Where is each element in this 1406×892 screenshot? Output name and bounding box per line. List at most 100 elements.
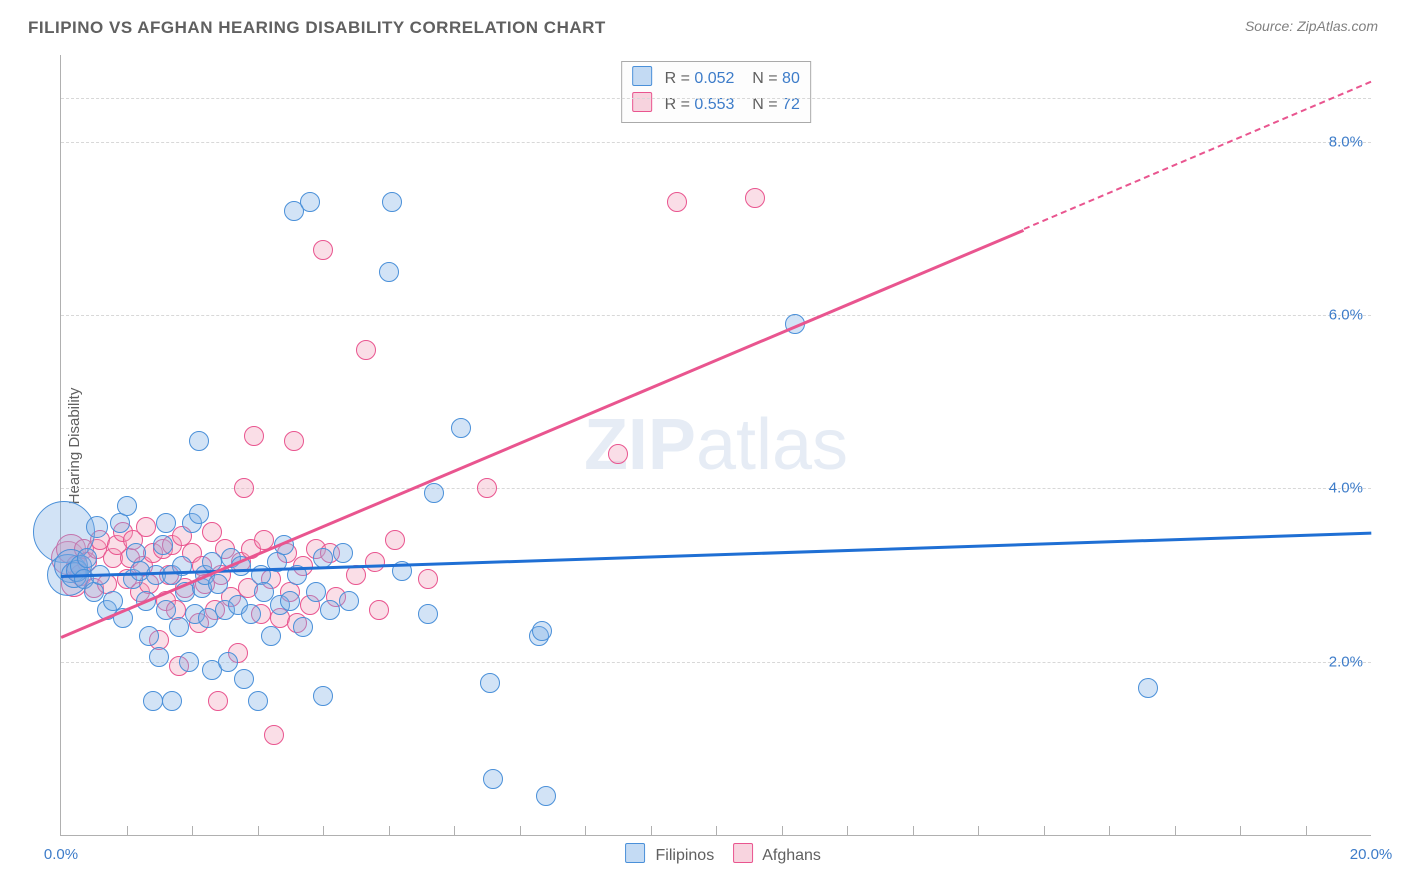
scatter-point [483,769,503,789]
chart-title: FILIPINO VS AFGHAN HEARING DISABILITY CO… [28,18,606,38]
xtick [978,826,979,836]
scatter-point [424,483,444,503]
gridline-h [61,142,1371,143]
scatter-point [139,626,159,646]
scatter-point [346,565,366,585]
xtick [1240,826,1241,836]
scatter-point [202,522,222,542]
stats-box: R = 0.052 N = 80 R = 0.553 N = 72 [621,61,811,123]
xtick [1175,826,1176,836]
xtick [1306,826,1307,836]
scatter-point [532,621,552,641]
scatter-point [143,691,163,711]
swatch-afghan-icon [632,92,652,112]
scatter-point [84,582,104,602]
scatter-point [179,652,199,672]
scatter-point [136,517,156,537]
ytick-label: 4.0% [1329,480,1363,497]
scatter-point [208,574,228,594]
scatter-point [480,673,500,693]
scatter-point [313,240,333,260]
scatter-point [162,691,182,711]
scatter-point [320,600,340,620]
scatter-point [667,192,687,212]
xtick [847,826,848,836]
xtick [651,826,652,836]
scatter-point [208,691,228,711]
scatter-point [379,262,399,282]
scatter-point [264,725,284,745]
gridline-h [61,98,1371,99]
xtick [520,826,521,836]
scatter-point [234,478,254,498]
scatter-point [153,535,173,555]
scatter-point [189,504,209,524]
legend-label-filipino: Filipinos [656,847,715,864]
scatter-point [117,496,137,516]
xtick [454,826,455,836]
legend-swatch-filipino-icon [625,843,645,863]
xtick [192,826,193,836]
scatter-point [156,600,176,620]
scatter-point [313,686,333,706]
scatter-point [608,444,628,464]
scatter-point [418,604,438,624]
xtick [782,826,783,836]
xtick [258,826,259,836]
xtick [913,826,914,836]
scatter-point [169,617,189,637]
scatter-point [369,600,389,620]
xtick [127,826,128,836]
scatter-point [241,604,261,624]
scatter-point [189,431,209,451]
scatter-point [385,530,405,550]
scatter-point [244,426,264,446]
gridline-h [61,315,1371,316]
scatter-point [313,548,333,568]
scatter-point [333,543,353,563]
scatter-point [218,652,238,672]
xtick [323,826,324,836]
scatter-point [477,478,497,498]
xtick-label: 0.0% [44,846,78,863]
legend-label-afghan: Afghans [762,847,821,864]
scatter-point [418,569,438,589]
legend-swatch-afghan-icon [733,843,753,863]
stats-row-afghan: R = 0.553 N = 72 [632,92,800,118]
source-text: Source: ZipAtlas.com [1245,18,1378,34]
scatter-point [293,617,313,637]
scatter-point [356,340,376,360]
scatter-point [382,192,402,212]
xtick [716,826,717,836]
scatter-point [745,188,765,208]
xtick [1044,826,1045,836]
scatter-point [284,431,304,451]
regression-line [1023,81,1371,230]
ytick-label: 8.0% [1329,133,1363,150]
gridline-h [61,662,1371,663]
gridline-h [61,488,1371,489]
scatter-point [451,418,471,438]
scatter-point [339,591,359,611]
xtick [389,826,390,836]
chart-area: ZIPatlas R = 0.052 N = 80 R = 0.553 N = … [60,55,1371,836]
scatter-point [248,691,268,711]
scatter-point [365,552,385,572]
scatter-point [261,626,281,646]
ytick-label: 2.0% [1329,653,1363,670]
xtick-label: 20.0% [1350,846,1393,863]
scatter-point [234,669,254,689]
scatter-point [110,513,130,533]
scatter-point [77,548,97,568]
scatter-point [1138,678,1158,698]
scatter-point [300,192,320,212]
scatter-point [86,516,108,538]
scatter-point [536,786,556,806]
swatch-filipino-icon [632,66,652,86]
bottom-legend: Filipinos Afghans [611,843,821,865]
scatter-point [306,582,326,602]
scatter-point [280,591,300,611]
scatter-point [149,647,169,667]
stats-row-filipino: R = 0.052 N = 80 [632,66,800,92]
xtick [585,826,586,836]
